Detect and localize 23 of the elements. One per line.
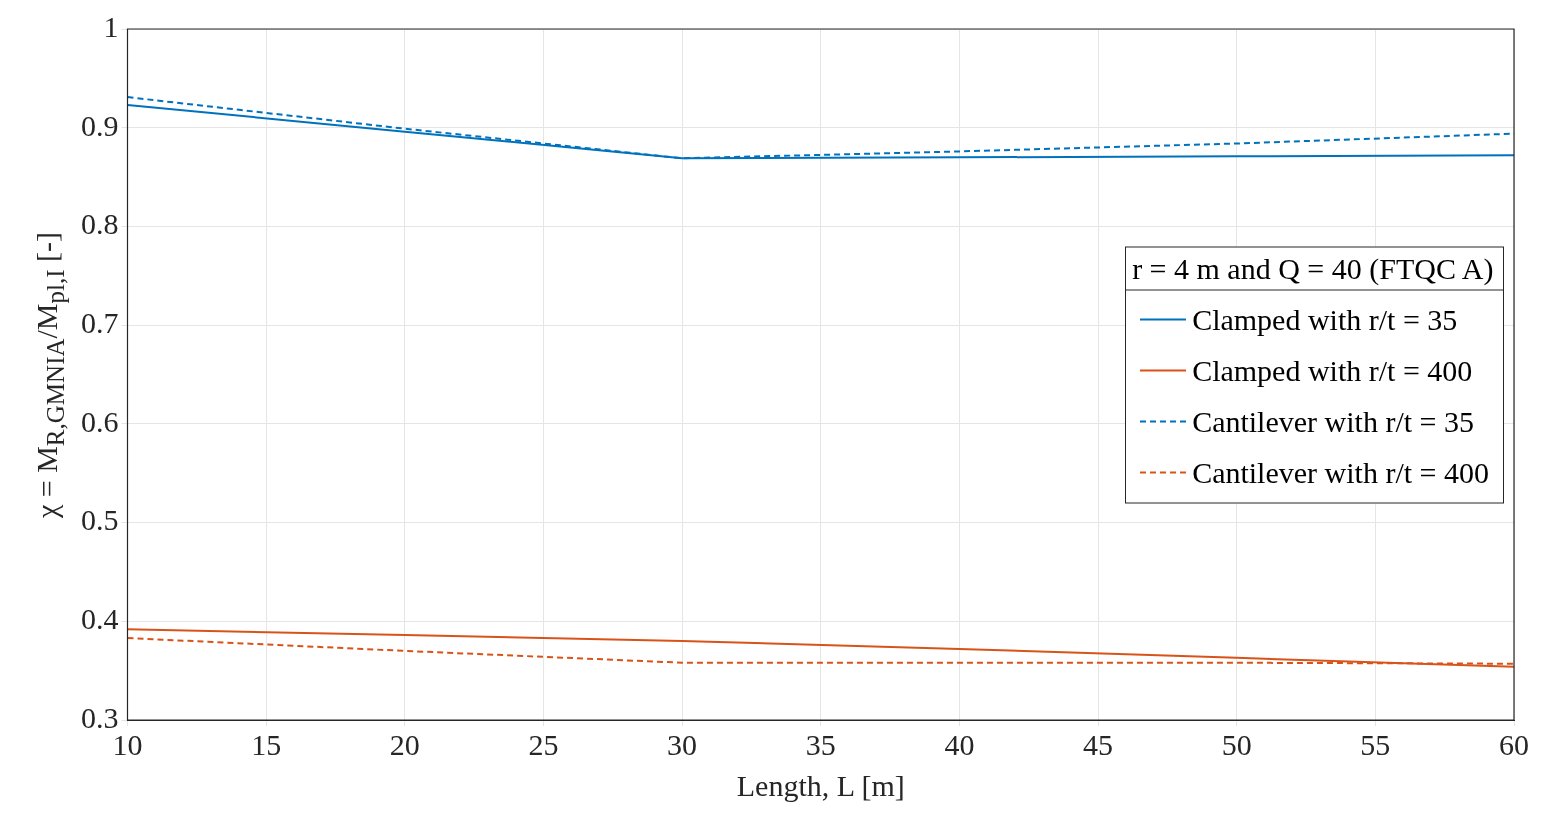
y-tick-label: 0.4 <box>81 602 119 636</box>
y-tick-label: 1 <box>103 9 119 43</box>
y-tick-label: 0.5 <box>81 503 119 537</box>
legend-label: Cantilever with r/t = 400 <box>1192 455 1489 490</box>
x-axis-title: Length, L [m] <box>736 768 905 802</box>
x-tick-label: 25 <box>528 727 559 761</box>
legend-title: r = 4 m and Q = 40 (FTQC A) <box>1126 247 1503 290</box>
x-tick-label: 60 <box>1499 727 1529 761</box>
x-tick-label: 45 <box>1083 727 1114 761</box>
x-tick-label: 20 <box>389 727 420 761</box>
y-tick-label: 0.7 <box>81 306 119 340</box>
y-tick-label: 0.8 <box>81 207 119 241</box>
x-tick-label: 30 <box>667 727 698 761</box>
x-tick-label: 55 <box>1360 727 1391 761</box>
x-tick-label: 50 <box>1221 727 1252 761</box>
x-tick-label: 35 <box>805 727 836 761</box>
x-tick-label: 40 <box>944 727 975 761</box>
y-tick-label: 0.6 <box>81 404 119 438</box>
legend-label: Clamped with r/t = 35 <box>1192 302 1458 337</box>
y-tick-label: 0.9 <box>81 108 119 142</box>
legend-label: Clamped with r/t = 400 <box>1192 353 1473 388</box>
legend-label: Cantilever with r/t = 35 <box>1192 404 1474 439</box>
x-tick-label: 15 <box>251 727 282 761</box>
